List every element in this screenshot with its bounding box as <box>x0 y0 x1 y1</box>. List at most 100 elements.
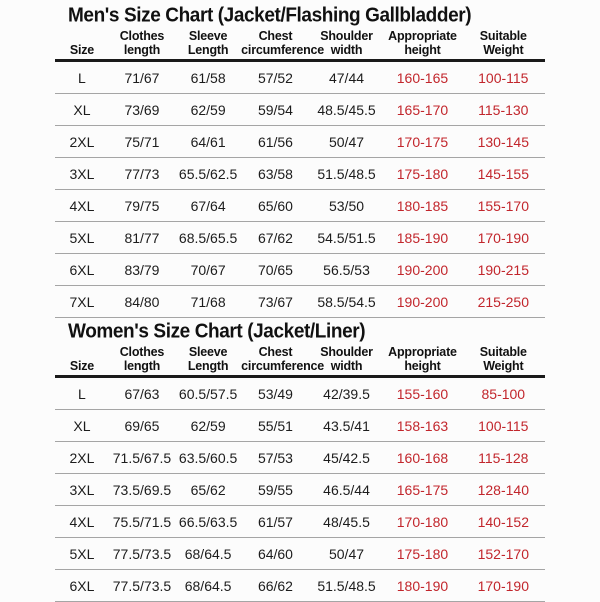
value-cell: 140-152 <box>477 513 529 530</box>
size-cell: 4XL <box>69 513 95 530</box>
women-size-table: Size Clothes length Sleeve Length Chest circum… <box>55 345 545 602</box>
value-cell: 63.5/60.5 <box>178 449 238 466</box>
women-size-chart-title: Women's Size Chart (Jacket/Liner) <box>68 320 366 343</box>
value-cell: 54.5/51.5 <box>317 229 376 246</box>
value-cell: 71/68 <box>190 293 226 310</box>
value-cell: 43.5/41 <box>323 417 370 434</box>
table-row: L 67/63 60.5/57.5 53/49 42/39.5 155-160 85-100 <box>55 378 545 410</box>
men-size-chart-title: Men's Size Chart (Jacket/Flashing Gallbl… <box>68 4 472 27</box>
table-row: 6XL 83/79 70/67 70/65 56.5/53 190-200 190-215 <box>55 254 545 286</box>
size-cell: L <box>78 69 86 86</box>
men-table-header-row: Size Clothes length Sleeve Length Chest circum… <box>55 29 545 62</box>
value-cell: 66/62 <box>257 577 293 594</box>
value-cell: 50/47 <box>328 133 365 150</box>
women-table-header-row: Size Clothes length Sleeve Length Chest circum… <box>55 345 545 378</box>
size-cell: 2XL <box>69 449 95 466</box>
value-cell: 180-190 <box>396 577 449 594</box>
value-cell: 75.5/71.5 <box>112 513 172 530</box>
value-cell: 100-115 <box>478 417 529 434</box>
value-cell: 190-215 <box>477 261 529 278</box>
value-cell: 115-128 <box>478 449 529 466</box>
size-cell: 7XL <box>69 293 95 310</box>
column-header: Suitable Weight <box>479 29 527 57</box>
value-cell: 175-180 <box>396 165 449 182</box>
size-cell: 6XL <box>69 577 95 594</box>
column-header: Appropriate height <box>388 29 457 57</box>
value-cell: 60.5/57.5 <box>178 385 238 402</box>
value-cell: 68/64.5 <box>184 577 232 594</box>
size-cell: 4XL <box>69 197 95 214</box>
value-cell: 67/62 <box>257 229 293 246</box>
value-cell: 55/51 <box>257 417 293 434</box>
column-header: Size <box>69 43 95 57</box>
value-cell: 158-163 <box>396 417 449 434</box>
value-cell: 61/56 <box>257 133 293 150</box>
men-table-body: L 71/67 61/58 57/52 47/44 160-165 100-115 XL 73/… <box>55 62 545 318</box>
size-cell: 3XL <box>69 165 95 182</box>
value-cell: 42/39.5 <box>323 385 370 402</box>
size-cell: 6XL <box>69 261 95 278</box>
value-cell: 115-130 <box>478 101 529 118</box>
table-row: L 71/67 61/58 57/52 47/44 160-165 100-115 <box>55 62 545 94</box>
value-cell: 79/75 <box>124 197 160 214</box>
column-header: Appropriate height <box>388 345 457 373</box>
value-cell: 61/57 <box>257 513 293 530</box>
table-row: 4XL 75.5/71.5 66.5/63.5 61/57 48/45.5 170-180… <box>55 506 545 538</box>
value-cell: 170-175 <box>396 133 449 150</box>
value-cell: 53/50 <box>328 197 365 214</box>
value-cell: 45/42.5 <box>323 449 370 466</box>
table-row: 7XL 84/80 71/68 73/67 58.5/54.5 190-200 215-25… <box>55 286 545 318</box>
value-cell: 61/58 <box>190 69 226 86</box>
value-cell: 128-140 <box>477 481 529 498</box>
value-cell: 155-170 <box>477 197 529 214</box>
value-cell: 180-185 <box>396 197 449 214</box>
value-cell: 48/45.5 <box>323 513 370 530</box>
table-row: 3XL 73.5/69.5 65/62 59/55 46.5/44 165-175 128-… <box>55 474 545 506</box>
value-cell: 81/77 <box>124 229 160 246</box>
value-cell: 63/58 <box>257 165 293 182</box>
value-cell: 46.5/44 <box>323 481 370 498</box>
value-cell: 59/55 <box>257 481 293 498</box>
value-cell: 77.5/73.5 <box>112 577 172 594</box>
size-cell: L <box>78 385 86 402</box>
value-cell: 51.5/48.5 <box>317 577 376 594</box>
value-cell: 69/65 <box>124 417 160 434</box>
value-cell: 165-170 <box>396 101 449 118</box>
table-row: 3XL 77/73 65.5/62.5 63/58 51.5/48.5 175-180 14… <box>55 158 545 190</box>
value-cell: 145-155 <box>477 165 529 182</box>
column-header: Shoulder width <box>320 345 373 373</box>
value-cell: 47/44 <box>328 69 365 86</box>
table-row: XL 73/69 62/59 59/54 48.5/45.5 165-170 115-130 <box>55 94 545 126</box>
value-cell: 160-165 <box>396 69 449 86</box>
value-cell: 67/63 <box>124 385 160 402</box>
value-cell: 165-175 <box>396 481 449 498</box>
value-cell: 68.5/65.5 <box>178 229 238 246</box>
size-cell: 5XL <box>69 229 95 246</box>
value-cell: 48.5/45.5 <box>317 101 376 118</box>
value-cell: 130-145 <box>477 133 529 150</box>
column-header: Suitable Weight <box>479 345 527 373</box>
value-cell: 64/60 <box>257 545 293 562</box>
value-cell: 71/67 <box>124 69 160 86</box>
value-cell: 65/62 <box>190 481 226 498</box>
column-header: Clothes length <box>119 345 165 373</box>
value-cell: 190-200 <box>396 261 449 278</box>
table-row: 5XL 77.5/73.5 68/64.5 64/60 50/47 175-180 152-… <box>55 538 545 570</box>
value-cell: 65.5/62.5 <box>178 165 238 182</box>
column-header: Sleeve Length <box>187 29 229 57</box>
value-cell: 51.5/48.5 <box>317 165 376 182</box>
table-row: 2XL 75/71 64/61 61/56 50/47 170-175 130-145 <box>55 126 545 158</box>
size-cell: XL <box>73 417 91 434</box>
table-row: XL 69/65 62/59 55/51 43.5/41 158-163 100-115 <box>55 410 545 442</box>
value-cell: 64/61 <box>190 133 226 150</box>
table-row: 5XL 81/77 68.5/65.5 67/62 54.5/51.5 185-190 17… <box>55 222 545 254</box>
value-cell: 73/69 <box>124 101 160 118</box>
value-cell: 58.5/54.5 <box>317 293 376 310</box>
value-cell: 70/65 <box>257 261 293 278</box>
value-cell: 66.5/63.5 <box>178 513 238 530</box>
table-row: 6XL 77.5/73.5 68/64.5 66/62 51.5/48.5 180-190… <box>55 570 545 602</box>
value-cell: 71.5/67.5 <box>112 449 172 466</box>
size-cell: 2XL <box>69 133 95 150</box>
value-cell: 73/67 <box>257 293 293 310</box>
